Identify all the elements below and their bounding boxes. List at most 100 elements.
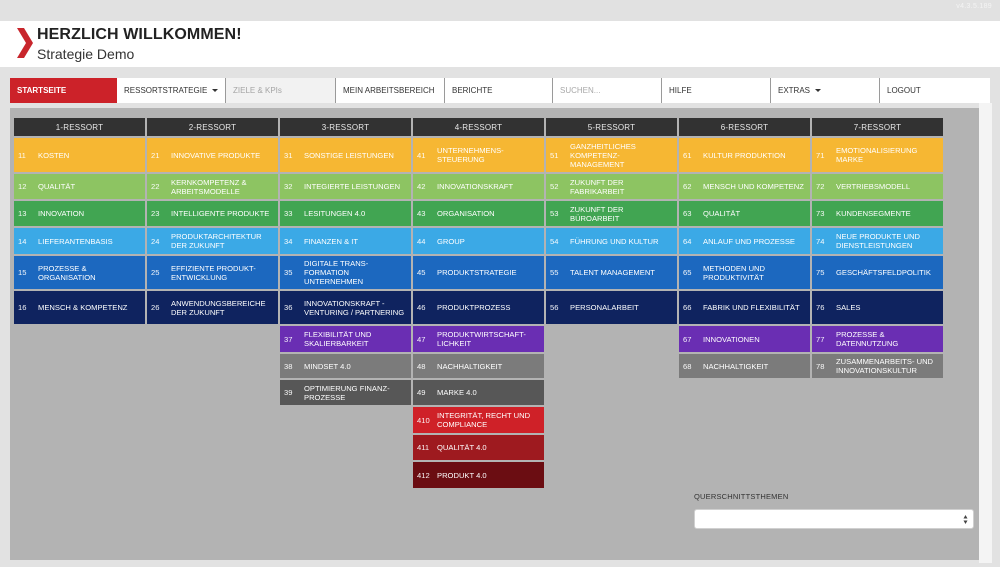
search-input[interactable] bbox=[553, 78, 662, 103]
ressort-topic-tile[interactable]: 39 OPTIMIERUNG FINANZ-PROZESSE bbox=[280, 380, 411, 405]
page-header: HERZLICH WILLKOMMEN! Strategie Demo bbox=[0, 21, 1000, 67]
ressort-topic-tile[interactable]: 32 INTEGIERTE LEISTUNGEN bbox=[280, 174, 411, 199]
ressort-topic-tile[interactable]: 25 EFFIZIENTE PRODUKT-ENTWICKLUNG bbox=[147, 256, 278, 289]
ressort-topic-tile[interactable]: 26 ANWENDUNGSBEREICHE DER ZUKUNFT bbox=[147, 291, 278, 324]
ressort-topic-tile[interactable]: 67 INNOVATIONEN bbox=[679, 326, 810, 352]
ressort-column-header[interactable]: 3-RESSORT bbox=[280, 118, 411, 136]
nav-startseite[interactable]: STARTSEITE bbox=[10, 78, 117, 103]
topic-label: EMOTIONALISIERUNG MARKE bbox=[836, 146, 918, 164]
ressort-topic-tile[interactable]: 47 PRODUKTWIRTSCHAFT-LICHKEIT bbox=[413, 326, 544, 352]
ressort-topic-tile[interactable]: 36 INNOVATIONSKRAFT - VENTURING / PARTNER… bbox=[280, 291, 411, 324]
nav-berichte-label: BERICHTE bbox=[452, 86, 493, 95]
ressort-topic-tile[interactable]: 65 METHODEN UND PRODUKTIVITÄT bbox=[679, 256, 810, 289]
ressort-topic-tile[interactable]: 31 SONSTIGE LEISTUNGEN bbox=[280, 138, 411, 172]
ressort-topic-tile[interactable]: 72 VERTRIEBSMODELL bbox=[812, 174, 943, 199]
topic-label: PRODUKTWIRTSCHAFT-LICHKEIT bbox=[437, 330, 526, 348]
ressort-topic-tile[interactable]: 23 INTELLIGENTE PRODUKTE bbox=[147, 201, 278, 226]
ressort-topic-tile[interactable]: 43 ORGANISATION bbox=[413, 201, 544, 226]
topic-number: 53 bbox=[550, 209, 559, 218]
ressort-topic-tile[interactable]: 52 ZUKUNFT DER FABRIKARBEIT bbox=[546, 174, 677, 199]
nav-berichte[interactable]: BERICHTE bbox=[445, 78, 553, 103]
topic-number: 65 bbox=[683, 268, 692, 277]
topic-number: 12 bbox=[18, 182, 27, 191]
ressort-topic-tile[interactable]: 15 PROZESSE & ORGANISATION bbox=[14, 256, 145, 289]
ressort-topic-tile[interactable]: 45 PRODUKTSTRATEGIE bbox=[413, 256, 544, 289]
red-chevron-logo-icon bbox=[17, 28, 33, 58]
ressort-topic-tile[interactable]: 44 GROUP bbox=[413, 228, 544, 254]
ressort-topic-tile[interactable]: 35 DIGITALE TRANS-FORMATION UNTERNEHMEN bbox=[280, 256, 411, 289]
caret-down-icon bbox=[815, 89, 822, 92]
ressort-topic-tile[interactable]: 61 KULTUR PRODUKTION bbox=[679, 138, 810, 172]
ressort-topic-tile[interactable]: 24 PRODUKTARCHITEKTUR DER ZUKUNFT bbox=[147, 228, 278, 254]
topic-label: ANLAUF UND PROZESSE bbox=[703, 236, 795, 246]
ressort-topic-tile[interactable]: 22 KERNKOMPETENZ & ARBEITSMODELLE bbox=[147, 174, 278, 199]
ressort-topic-tile[interactable]: 42 INNOVATIONSKRAFT bbox=[413, 174, 544, 199]
topic-label: FLEXIBILITÄT UND SKALIERBARKEIT bbox=[304, 330, 372, 348]
scrollbar-track[interactable] bbox=[979, 103, 992, 563]
ressort-column-header[interactable]: 6-RESSORT bbox=[679, 118, 810, 136]
ressort-topic-tile[interactable]: 51 GANZHEITLICHES KOMPETENZ-MANAGEMENT bbox=[546, 138, 677, 172]
topic-label: UNTERNEHMENS-STEUERUNG bbox=[437, 146, 504, 164]
ressort-column-header[interactable]: 1-RESSORT bbox=[14, 118, 145, 136]
ressort-topic-tile[interactable]: 38 MINDSET 4.0 bbox=[280, 354, 411, 378]
ressort-topic-tile[interactable]: 66 FABRIK UND FLEXIBILITÄT bbox=[679, 291, 810, 324]
nav-extras-dropdown[interactable]: EXTRAS bbox=[771, 78, 880, 103]
ressort-topic-tile[interactable]: 78 ZUSAMMENARBEITS- UND INNOVATIONSKULTUR bbox=[812, 354, 943, 378]
ressort-topic-tile[interactable]: 34 FINANZEN & IT bbox=[280, 228, 411, 254]
ressort-topic-tile[interactable]: 410 INTEGRITÄT, RECHT UND COMPLIANCE bbox=[413, 407, 544, 433]
topic-number: 54 bbox=[550, 236, 559, 246]
ressort-topic-tile[interactable]: 62 MENSCH UND KOMPETENZ bbox=[679, 174, 810, 199]
ressort-topic-tile[interactable]: 76 SALES bbox=[812, 291, 943, 324]
nav-ziele-kpis-label: ZIELE & KPIs bbox=[233, 86, 282, 95]
ressort-topic-tile[interactable]: 49 MARKE 4.0 bbox=[413, 380, 544, 405]
ressort-topic-tile[interactable]: 14 LIEFERANTENBASIS bbox=[14, 228, 145, 254]
ressort-topic-tile[interactable]: 37 FLEXIBILITÄT UND SKALIERBARKEIT bbox=[280, 326, 411, 352]
topic-label: ZUSAMMENARBEITS- UND INNOVATIONSKULTUR bbox=[836, 357, 934, 375]
topic-number: 24 bbox=[151, 236, 160, 246]
topic-number: 23 bbox=[151, 209, 160, 218]
ressort-column-header[interactable]: 2-RESSORT bbox=[147, 118, 278, 136]
ressort-topic-tile[interactable]: 77 PROZESSE & DATENNUTZUNG bbox=[812, 326, 943, 352]
topic-number: 36 bbox=[284, 303, 293, 312]
ressort-topic-tile[interactable]: 33 LESITUNGEN 4.0 bbox=[280, 201, 411, 226]
ressort-topic-tile[interactable]: 412 PRODUKT 4.0 bbox=[413, 462, 544, 488]
ressort-topic-tile[interactable]: 411 QUALITÄT 4.0 bbox=[413, 435, 544, 460]
topic-label: QUALITÄT bbox=[38, 182, 76, 191]
ressort-overview-panel: 1-RESSORT 11 KOSTEN 12 QUALITÄT 13 INNOVATION 1… bbox=[10, 108, 979, 560]
topic-label: KULTUR PRODUKTION bbox=[703, 150, 786, 160]
ressort-topic-tile[interactable]: 48 NACHHALTIGKEIT bbox=[413, 354, 544, 378]
ressort-column-header[interactable]: 7-RESSORT bbox=[812, 118, 943, 136]
nav-logout[interactable]: LOGOUT bbox=[880, 78, 990, 103]
topic-number: 14 bbox=[18, 236, 27, 246]
topic-number: 411 bbox=[417, 443, 430, 452]
ressort-column-header[interactable]: 4-RESSORT bbox=[413, 118, 544, 136]
ressort-topic-tile[interactable]: 73 KUNDENSEGMENTE bbox=[812, 201, 943, 226]
ressort-topic-tile[interactable]: 75 GESCHÄFTSFELDPOLITIK bbox=[812, 256, 943, 289]
ressort-topic-tile[interactable]: 11 KOSTEN bbox=[14, 138, 145, 172]
ressort-topic-tile[interactable]: 55 TALENT MANAGEMENT bbox=[546, 256, 677, 289]
ressort-topic-tile[interactable]: 53 ZUKUNFT DER BÜROARBEIT bbox=[546, 201, 677, 226]
ressort-topic-tile[interactable]: 74 NEUE PRODUKTE UND DIENSTLEISTUNGEN bbox=[812, 228, 943, 254]
ressort-topic-tile[interactable]: 68 NACHHALTIGKEIT bbox=[679, 354, 810, 378]
nav-logout-label: LOGOUT bbox=[887, 86, 921, 95]
ressort-topic-tile[interactable]: 71 EMOTIONALISIERUNG MARKE bbox=[812, 138, 943, 172]
ressort-column-header[interactable]: 5-RESSORT bbox=[546, 118, 677, 136]
nav-hilfe[interactable]: HILFE bbox=[662, 78, 771, 103]
nav-ziele-kpis[interactable]: ZIELE & KPIs bbox=[226, 78, 336, 103]
ressort-topic-tile[interactable]: 56 PERSONALARBEIT bbox=[546, 291, 677, 324]
ressort-topic-tile[interactable]: 54 FÜHRUNG UND KULTUR bbox=[546, 228, 677, 254]
nav-ressortstrategie-dropdown[interactable]: RESSORTSTRATEGIE bbox=[117, 78, 226, 103]
ressort-topic-tile[interactable]: 63 QUALITÄT bbox=[679, 201, 810, 226]
ressort-topic-tile[interactable]: 13 INNOVATION bbox=[14, 201, 145, 226]
querschnittsthemen-select[interactable] bbox=[694, 509, 974, 529]
ressort-topic-tile[interactable]: 21 INNOVATIVE PRODUKTE bbox=[147, 138, 278, 172]
ressort-topic-tile[interactable]: 12 QUALITÄT bbox=[14, 174, 145, 199]
topic-label: SALES bbox=[836, 303, 861, 312]
ressort-topic-tile[interactable]: 16 MENSCH & KOMPETENZ bbox=[14, 291, 145, 324]
ressort-column-3: 3-RESSORT 31 SONSTIGE LEISTUNGEN 32 INTEGIER… bbox=[280, 118, 411, 490]
topic-label: QUALITÄT bbox=[703, 209, 741, 218]
nav-mein-arbeitsbereich[interactable]: MEIN ARBEITSBEREICH bbox=[336, 78, 445, 103]
ressort-topic-tile[interactable]: 46 PRODUKTPROZESS bbox=[413, 291, 544, 324]
ressort-topic-tile[interactable]: 41 UNTERNEHMENS-STEUERUNG bbox=[413, 138, 544, 172]
ressort-topic-tile[interactable]: 64 ANLAUF UND PROZESSE bbox=[679, 228, 810, 254]
